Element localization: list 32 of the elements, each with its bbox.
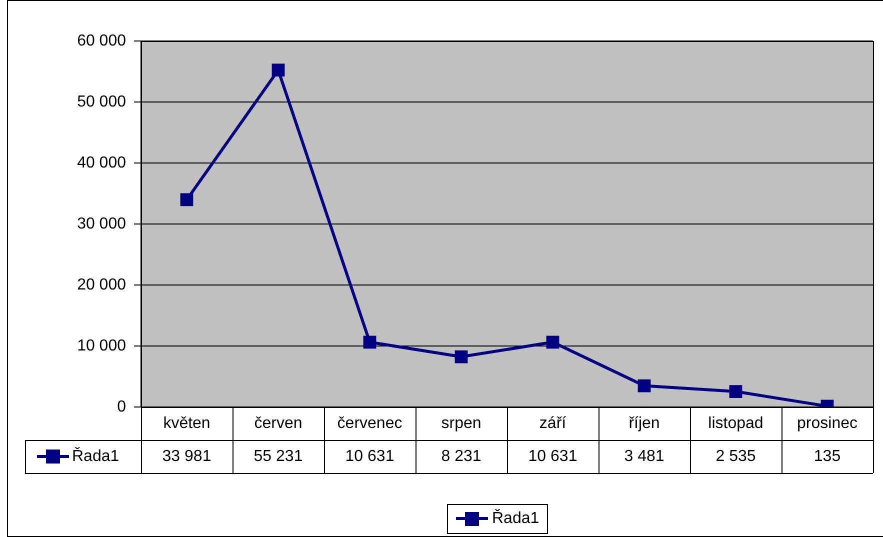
- data-label: 10 631: [345, 448, 394, 465]
- point: [180, 193, 194, 206]
- data-label: 8 231: [441, 448, 482, 465]
- data-label: 10 631: [528, 448, 578, 465]
- y-tick-label: 10 000: [77, 337, 126, 354]
- x-tick-label: květen: [163, 414, 210, 432]
- x-tick-label: září: [539, 414, 567, 432]
- x-tick-label: červenec: [337, 414, 402, 432]
- text: Řada1: [492, 510, 540, 527]
- y-tick-label: 20 000: [77, 276, 126, 294]
- data-label: 2 535: [716, 448, 756, 465]
- point: [363, 336, 376, 349]
- y-tick-label: 0: [117, 398, 126, 416]
- data-label: 55 231: [254, 448, 303, 465]
- data-label: 33 981: [162, 448, 212, 465]
- x-tick-label: prosinec: [797, 414, 858, 432]
- data-label: 3 481: [624, 448, 664, 465]
- x-tick-label: říjen: [628, 414, 660, 432]
- point: [638, 379, 651, 392]
- data-label: 135: [814, 448, 841, 465]
- point: [546, 336, 560, 349]
- x-tick-label: srpen: [441, 414, 482, 432]
- point: [729, 385, 742, 398]
- legend-label: Řada1: [72, 446, 120, 465]
- y-tick-label: 30 000: [77, 215, 126, 232]
- y-tick-label: 40 000: [77, 154, 126, 172]
- y-tick-label: 60 000: [77, 32, 126, 50]
- y-tick-label: 50 000: [77, 93, 126, 110]
- point: [454, 350, 468, 364]
- point: [272, 64, 285, 77]
- x-tick-label: červen: [254, 414, 302, 432]
- x-tick-label: listopad: [708, 414, 764, 432]
